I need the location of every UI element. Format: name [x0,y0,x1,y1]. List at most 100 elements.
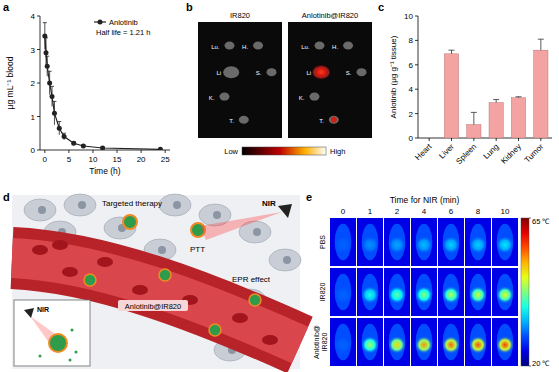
organ-label: H. [332,44,338,50]
image-title: Anlotinib@IR820 [302,11,358,20]
mouse-body [416,224,433,260]
thermal-image [411,218,437,266]
x-tick-label: 20 [137,155,146,164]
epr-label: EPR effect [232,275,271,284]
hotspot [496,336,514,354]
hotspot [415,236,433,254]
released-drug [71,329,74,332]
organ-label: Li [307,70,312,76]
mouse-body [443,274,460,310]
thermal-image [411,268,437,316]
thermal-image [465,268,491,316]
y-tick [37,16,40,17]
thermal-image [330,218,356,266]
colorbar-tick [529,218,531,219]
x-tick [496,138,497,141]
mouse-body [362,274,379,310]
nir-label: NIR [262,199,276,208]
point [57,126,62,131]
error-cap [50,86,54,87]
row-label-line: IR820 [319,283,326,302]
x-axis [418,138,552,139]
bar [511,98,525,138]
y-tick-label: 4 [409,85,414,94]
red-blood-cell [52,240,68,250]
x-tick-label: 5 [67,155,72,164]
thermal-image [465,318,491,366]
nir-source [278,204,292,218]
inset-nir-label: NIR [37,306,49,313]
organ [239,116,249,124]
hotspot [469,286,487,304]
thermal-image [438,318,464,366]
y-tick-label: 8 [409,36,414,45]
nucleus [173,201,181,209]
panel-letter: b [186,1,193,13]
organ [329,116,339,124]
mouse-body [335,274,352,310]
y-axis-title: Anlotinib (μg g⁻¹ tissue) [389,35,398,118]
error-cap [44,37,48,38]
organ [343,42,353,50]
mouse-body [443,224,460,260]
x-axis-title: Time (h) [89,166,120,176]
point [71,141,76,146]
thermal-image [465,218,491,266]
y-tick-label: 1 [31,113,36,122]
hotspot [415,286,433,304]
error-bar [473,112,474,124]
red-blood-cell [32,245,48,255]
nucleus [78,201,86,209]
nucleus [158,246,166,254]
mouse-body [335,324,352,360]
row-label-line: IR820 [321,333,328,352]
y-tick [415,64,418,65]
hotspot [496,286,514,304]
panel-letter: a [3,1,10,13]
organ-label: T. [229,118,234,124]
x-tick [68,150,69,153]
cell [159,194,191,216]
point [50,94,55,99]
released-drug [69,359,72,362]
hotspot [469,336,487,354]
hotspot [415,336,433,354]
ptt-label: PTT [190,245,205,254]
hotspot [388,336,406,354]
x-tick [117,150,118,153]
y-axis [418,16,419,138]
y-tick-label: 6 [409,61,414,70]
thermal-image [330,318,356,366]
nucleus [213,211,221,219]
nir-beam [200,212,282,240]
x-tick-label: Liver [437,142,456,161]
time-label: 6 [449,207,454,216]
row-label: IR820 [319,283,326,302]
point [62,134,67,139]
point [81,143,86,148]
line [45,36,161,149]
x-tick-label: 10 [89,155,98,164]
x-tick [451,138,452,141]
mouse-body [497,324,514,360]
x-tick-label: Heart [413,142,434,163]
organ-label: T. [319,118,324,124]
time-title: Time for NIR (min) [390,195,460,205]
y-tick-label: 0 [31,146,36,155]
time-label: 2 [395,207,400,216]
hotspot [388,286,406,304]
fluorescence [331,117,337,123]
legend-label: Anlotinib [109,18,138,27]
row-label-line: Anlotinib@ [313,325,320,359]
colorbar-label: 20 ℃ [532,359,550,368]
time-label: 8 [476,207,481,216]
inset-nir-source [24,308,34,318]
hotspot [334,286,352,304]
thermal-image [357,318,383,366]
red-blood-cell [232,313,248,323]
thermal-image [384,318,410,366]
ex-vivo-image [288,22,372,138]
x-tick-label: Spleen [454,142,478,166]
error-bar [451,50,452,54]
targeted-label: Targeted therapy [102,199,162,208]
